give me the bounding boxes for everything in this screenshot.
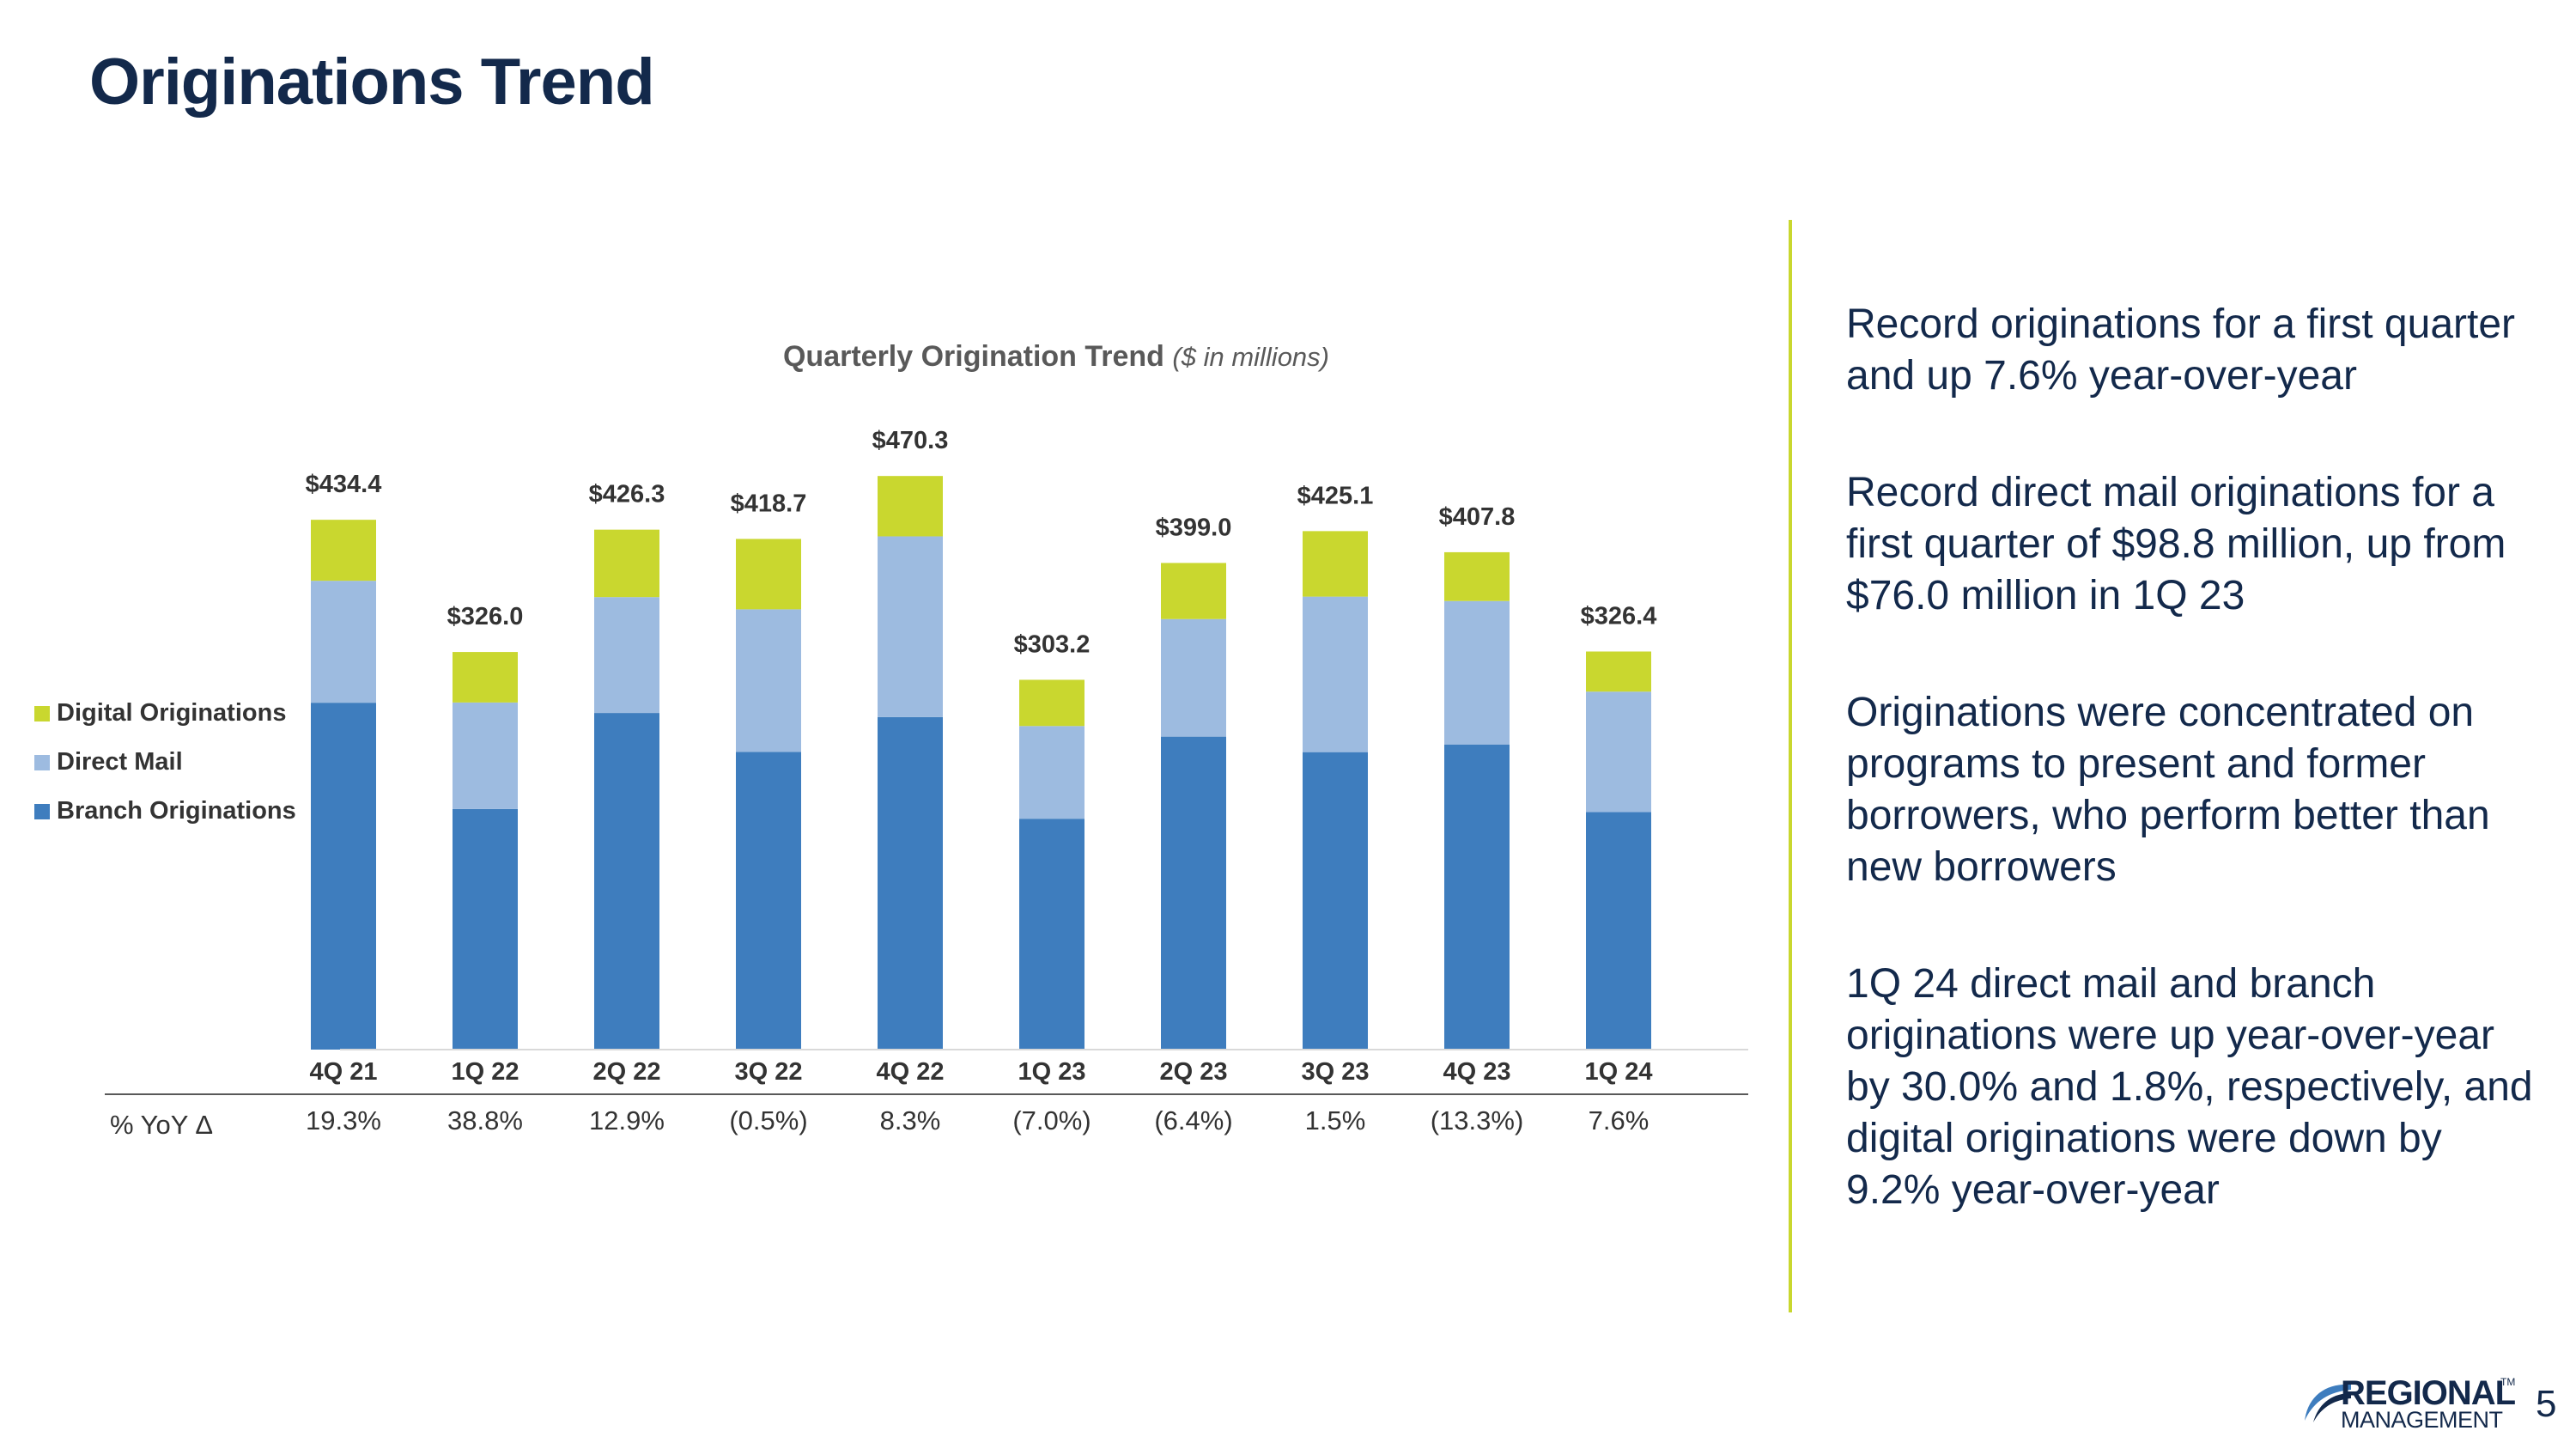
chart-title-main: Quarterly Origination Trend <box>782 340 1164 373</box>
bar-total-label: $470.3 <box>872 427 949 454</box>
commentary-item: 1Q 24 direct mail and branch origination… <box>1846 961 2533 1213</box>
bar-total-label: $407.8 <box>1439 503 1516 531</box>
bar-segment-digital-originations <box>736 539 801 610</box>
bar-segment-digital-originations <box>1019 679 1084 727</box>
bar-segment-direct-mail <box>453 702 518 809</box>
bar-segment-direct-mail <box>1444 600 1510 745</box>
logo-swoosh-icon <box>2305 1384 2351 1422</box>
legend-swatch-digital <box>34 705 50 721</box>
x-tick-label: 2Q 22 <box>593 1058 661 1086</box>
commentary-list: Record originations for a first quarter … <box>1846 299 2533 1282</box>
yoy-row-label: % YoY Δ <box>110 1110 214 1140</box>
bar-segment-digital-originations <box>1161 563 1226 619</box>
yoy-change-value: 8.3% <box>880 1105 941 1135</box>
logo-wordmark-line1: REGIONAL <box>2341 1374 2516 1412</box>
x-tick-label: 1Q 24 <box>1585 1058 1653 1086</box>
bar-segment-direct-mail <box>311 581 376 703</box>
yoy-change-value: (6.4%) <box>1154 1105 1232 1135</box>
bar-segment-branch-originations <box>311 703 376 1050</box>
legend-item-branch: Branch Originations <box>34 787 296 836</box>
x-tick-label: 4Q 22 <box>877 1058 945 1086</box>
bar-total-label: $418.7 <box>731 490 807 517</box>
yoy-change-value: 38.8% <box>447 1105 523 1135</box>
bar-segment-direct-mail <box>1586 691 1651 813</box>
bar-segment-branch-originations <box>1019 819 1084 1050</box>
legend-label-branch: Branch Originations <box>57 797 296 825</box>
x-tick-label: 1Q 23 <box>1018 1058 1086 1086</box>
bar-segment-branch-originations <box>1586 812 1651 1050</box>
bar-segment-digital-originations <box>311 520 376 581</box>
stacked-bar-chart: $434.4 4Q 21 19.3% $326.0 1Q 22 38.8% $426.3 2Q… <box>105 427 1748 1135</box>
bar-total-label: $303.2 <box>1014 630 1091 658</box>
x-tick-label: 2Q 23 <box>1160 1058 1228 1086</box>
bar-segment-digital-originations <box>1303 531 1368 597</box>
vertical-divider <box>1789 220 1792 1312</box>
legend-label-digital: Digital Originations <box>57 699 287 727</box>
x-tick-label: 3Q 23 <box>1302 1058 1370 1086</box>
x-tick-label: 4Q 21 <box>310 1058 378 1086</box>
page-number: 5 <box>2536 1383 2557 1425</box>
bar-total-label: $399.0 <box>1156 514 1232 541</box>
x-tick-label: 4Q 23 <box>1443 1058 1511 1086</box>
logo-wordmark-line2: MANAGEMENT <box>2341 1407 2503 1433</box>
bar-segment-direct-mail <box>878 536 943 717</box>
page-title: Originations Trend <box>89 46 655 119</box>
legend-item-direct-mail: Direct Mail <box>34 738 296 787</box>
bar-segment-direct-mail <box>1161 618 1226 737</box>
bar-segment-direct-mail <box>1019 726 1084 819</box>
logo-trademark: TM <box>2500 1376 2516 1388</box>
yoy-change-value: 12.9% <box>589 1105 665 1135</box>
company-logo: REGIONAL TM MANAGEMENT <box>2301 1374 2516 1433</box>
bar-total-label: $434.4 <box>306 471 382 498</box>
commentary-item: Record originations for a first quarter … <box>1846 301 2516 399</box>
bar-segment-branch-originations <box>1303 752 1368 1050</box>
bar-total-label: $326.0 <box>447 603 524 630</box>
legend-swatch-direct-mail <box>34 754 50 770</box>
chart-title: Quarterly Origination Trend ($ in millio… <box>0 340 2112 374</box>
yoy-change-value: 19.3% <box>306 1105 381 1135</box>
bar-segment-direct-mail <box>1303 596 1368 752</box>
bar-segment-digital-originations <box>878 476 943 537</box>
bar-segment-branch-originations <box>594 713 659 1050</box>
bar-total-label: $326.4 <box>1581 603 1657 630</box>
bar-segment-direct-mail <box>594 597 659 714</box>
legend-label-direct-mail: Direct Mail <box>57 748 183 776</box>
bar-total-label: $425.1 <box>1297 482 1374 509</box>
yoy-change-value: 1.5% <box>1305 1105 1366 1135</box>
bar-segment-branch-originations <box>878 716 943 1050</box>
commentary-item: Record direct mail originations for a fi… <box>1846 470 2506 618</box>
bar-segment-digital-originations <box>1586 651 1651 692</box>
bar-segment-branch-originations <box>1444 744 1510 1050</box>
bar-segment-branch-originations <box>453 808 518 1050</box>
bar-segment-digital-originations <box>594 529 659 598</box>
bar-segment-digital-originations <box>453 652 518 703</box>
yoy-change-value: (7.0%) <box>1012 1105 1091 1135</box>
bar-segment-digital-originations <box>1444 551 1510 601</box>
x-tick-label: 3Q 22 <box>735 1058 803 1086</box>
bar-segment-branch-originations <box>1161 736 1226 1050</box>
bar-segment-branch-originations <box>736 752 801 1050</box>
bar-segment-direct-mail <box>736 609 801 752</box>
yoy-change-value: (13.3%) <box>1431 1105 1524 1135</box>
chart-title-sub: ($ in millions) <box>1172 342 1330 372</box>
chart-legend: Digital Originations Direct Mail Branch … <box>34 689 296 836</box>
commentary-item: Originations were concentrated on progra… <box>1846 690 2490 890</box>
x-tick-label: 1Q 22 <box>452 1058 519 1086</box>
yoy-change-value: (0.5%) <box>729 1105 807 1135</box>
legend-item-digital: Digital Originations <box>34 689 296 738</box>
legend-swatch-branch <box>34 803 50 819</box>
yoy-change-value: 7.6% <box>1589 1105 1649 1135</box>
bar-total-label: $426.3 <box>589 481 665 508</box>
